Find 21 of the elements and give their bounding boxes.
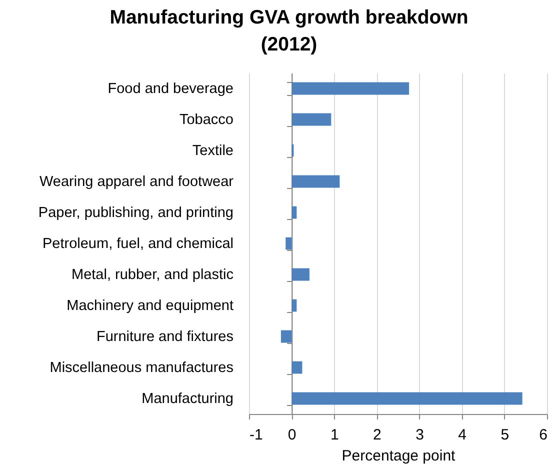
y-tick-label: Metal, rubber, and plastic	[71, 267, 234, 283]
y-tick-label: Petroleum, fuel, and chemical	[42, 236, 234, 252]
x-tick-label: 2	[373, 426, 382, 444]
x-tick-label: 1	[330, 426, 339, 444]
y-tick-label: Machinery and equipment	[66, 298, 234, 314]
y-tick-label: Miscellaneous manufactures	[50, 360, 234, 376]
y-tick-label: Paper, publishing, and printing	[38, 205, 234, 221]
x-tick-label: 5	[500, 426, 510, 444]
y-tick-label: Wearing apparel and footwear	[40, 174, 234, 190]
x-tick-label: 3	[416, 426, 424, 444]
y-tick-label: Textile	[192, 143, 234, 159]
y-tick-label: Food and beverage	[108, 81, 234, 97]
x-tick-label: 6	[539, 426, 548, 444]
x-tick-label: 4	[458, 426, 467, 444]
x-axis-title: Percentage point	[342, 448, 456, 464]
y-tick-label: Tobacco	[179, 112, 234, 128]
x-tick-label: 0	[288, 426, 296, 444]
x-tick-label: -1	[250, 426, 263, 444]
y-tick-label: Furniture and fixtures	[96, 329, 234, 345]
y-tick-label: Manufacturing	[142, 391, 234, 407]
chart-title: Manufacturing GVA growth breakdown (2012)	[110, 6, 468, 56]
